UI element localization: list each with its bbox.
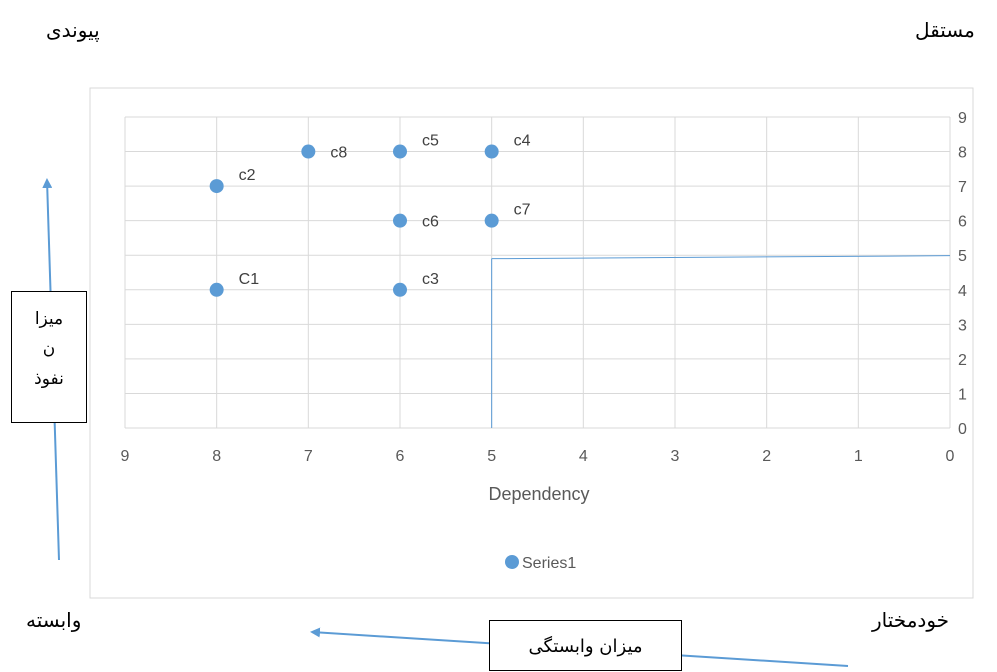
x-tick-label: 1 xyxy=(854,448,863,465)
data-points xyxy=(209,144,499,297)
y-tick-label: 1 xyxy=(958,386,967,403)
influence-box-line2: ن xyxy=(42,339,56,359)
x-tick-label: 2 xyxy=(762,448,771,465)
y-tick-label: 8 xyxy=(958,145,967,162)
corner-label-dependent: وابسته xyxy=(26,608,82,632)
data-point-c2 xyxy=(209,179,224,194)
legend: Series1 xyxy=(505,555,576,572)
y-tick-label: 2 xyxy=(958,352,967,369)
x-tick-label: 3 xyxy=(671,448,680,465)
influence-box-line1: میزا xyxy=(34,309,64,329)
legend-label: Series1 xyxy=(522,555,576,572)
data-label-c5: c5 xyxy=(422,133,439,150)
y-tick-labels: 0 1 2 3 4 5 6 7 8 9 xyxy=(958,110,967,438)
data-label-c7: c7 xyxy=(514,202,531,219)
data-point-c4 xyxy=(484,144,499,159)
grid xyxy=(124,116,951,429)
dependency-box-label: میزان وابستگی xyxy=(528,636,643,657)
y-tick-label: 9 xyxy=(958,110,967,127)
data-point-c8 xyxy=(301,144,316,159)
y-tick-label: 0 xyxy=(958,421,967,438)
data-label-c6: c6 xyxy=(422,214,439,231)
data-label-c4: c4 xyxy=(514,133,531,150)
dependency-box: میزان وابستگی xyxy=(489,620,682,671)
x-tick-label: 0 xyxy=(946,448,955,465)
corner-label-autonomous: خودمختار xyxy=(872,608,950,632)
quadrant-divider xyxy=(491,255,951,428)
chart-area-border xyxy=(89,87,974,599)
x-tick-label: 5 xyxy=(487,448,496,465)
data-point-c1 xyxy=(209,282,224,297)
x-tick-label: 6 xyxy=(396,448,405,465)
corner-label-independent: مستقل xyxy=(915,18,975,42)
data-label-c3: c3 xyxy=(422,271,439,288)
x-tick-label: 9 xyxy=(121,448,130,465)
y-tick-label: 4 xyxy=(958,283,967,300)
divider-horizontal xyxy=(491,255,951,260)
data-point-c7 xyxy=(484,213,499,228)
x-axis-title: Dependency xyxy=(488,484,589,504)
data-label-c8: c8 xyxy=(330,145,347,162)
influence-box: میزا ن نفوذ xyxy=(11,291,87,423)
y-tick-label: 6 xyxy=(958,214,967,231)
point-labels: C1 c2 c3 c4 c5 c6 c7 c8 xyxy=(239,133,531,288)
y-tick-label: 7 xyxy=(958,179,967,196)
influence-box-line3: نفوذ xyxy=(34,369,64,389)
data-point-c6 xyxy=(393,213,407,228)
data-label-c1: C1 xyxy=(239,271,260,288)
x-tick-labels: 0 1 2 3 4 5 6 7 8 9 xyxy=(121,448,955,465)
corner-label-linkage: پیوندی xyxy=(46,18,100,42)
legend-marker xyxy=(505,555,519,569)
x-tick-label: 8 xyxy=(212,448,221,465)
x-tick-label: 4 xyxy=(579,448,588,465)
data-point-c3 xyxy=(393,282,407,297)
x-tick-label: 7 xyxy=(304,448,313,465)
data-point-c5 xyxy=(393,144,407,159)
y-tick-label: 3 xyxy=(958,317,967,334)
data-label-c2: c2 xyxy=(239,167,256,184)
y-tick-label: 5 xyxy=(958,248,967,265)
